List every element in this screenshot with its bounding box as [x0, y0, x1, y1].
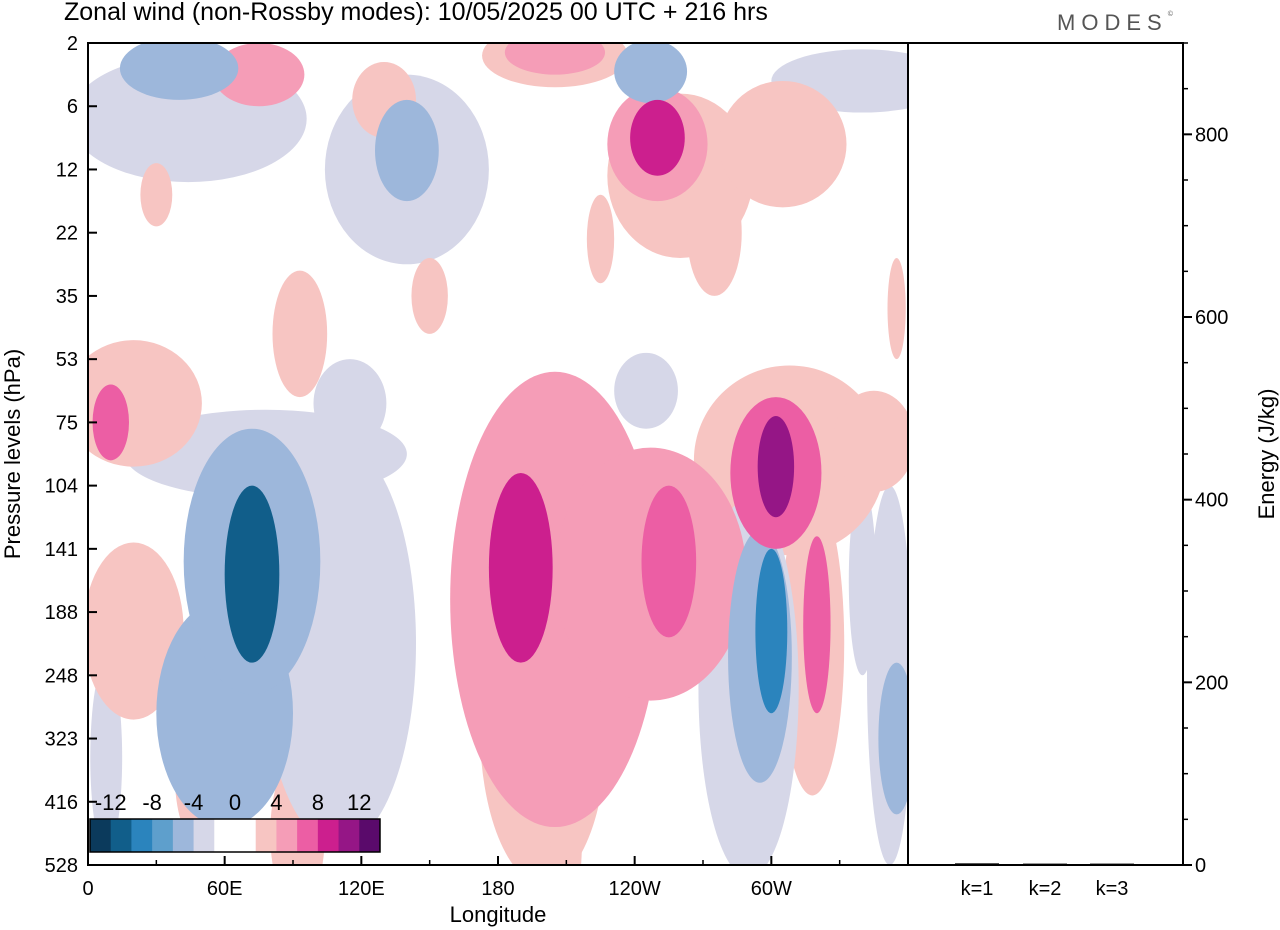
colorbar-swatch [297, 819, 319, 852]
westerly-anomaly [88, 542, 184, 720]
colorbar-swatch [110, 819, 132, 852]
y-tick-label: 2 [67, 33, 78, 55]
colorbar-swatch [214, 819, 236, 852]
y-tick-label: 248 [45, 665, 78, 687]
colorbar: -12 -8 -4 0 4 8 12 [89, 790, 381, 853]
x-axis-label: Longitude [450, 902, 547, 927]
y-tick-label: 35 [56, 286, 78, 308]
x-tick-label: 180 [481, 878, 514, 900]
x-tick-label: 60W [751, 878, 792, 900]
westerly-anomaly [887, 257, 906, 360]
energy-category-label: k=1 [961, 878, 994, 900]
easterly-anomaly [848, 485, 877, 676]
westerly-anomaly [272, 270, 328, 398]
westerly-anomaly [213, 43, 305, 107]
energy-bar-chart: 0 200 400 600 800 k=1 k=2 k=3 [955, 42, 1228, 900]
energy-tick-label: 800 [1195, 124, 1228, 146]
x-tick-label: 0 [82, 878, 93, 900]
colorbar-swatch [338, 819, 360, 852]
easterly-anomaly [119, 43, 239, 100]
colorbar-swatch [255, 819, 277, 852]
westerly-anomaly [88, 340, 202, 467]
colorbar-frame [89, 818, 381, 853]
y-axis-label: Pressure levels (hPa) [0, 349, 25, 559]
easterly-anomaly [224, 485, 280, 663]
easterly-anomaly [614, 43, 688, 104]
zonal-wind-heatmap [88, 43, 908, 865]
colorbar-tick-label: -8 [142, 790, 162, 815]
colorbar-swatch [152, 819, 174, 852]
x-tick-label: 120W [609, 878, 661, 900]
plot-frame [87, 42, 1184, 866]
colorbar-tick-label: -4 [184, 790, 204, 815]
colorbar-swatch [276, 819, 298, 852]
y-tick-label: 22 [56, 223, 78, 245]
westerly-anomaly [411, 257, 448, 334]
chart-title: Zonal wind (non-Rossby modes): 10/05/202… [64, 0, 768, 26]
energy-tick-label: 400 [1195, 490, 1228, 512]
easterly-anomaly [878, 662, 908, 815]
colorbar-tick-label: -12 [95, 790, 127, 815]
y-tick-label: 6 [67, 96, 78, 118]
westerly-anomaly [630, 99, 685, 176]
y-tick-label: 104 [45, 476, 78, 498]
easterly-anomaly [375, 99, 439, 202]
energy-category-label: k=3 [1096, 878, 1129, 900]
energy-tick-label: 0 [1195, 855, 1206, 877]
brand-mark: © [1167, 11, 1173, 18]
westerly-anomaly [718, 80, 847, 208]
westerly-anomaly [641, 485, 697, 638]
westerly-anomaly [504, 43, 606, 75]
x-tick-label: 60E [207, 878, 243, 900]
easterly-anomaly [755, 548, 788, 714]
easterly-anomaly [313, 359, 387, 448]
westerly-anomaly [757, 416, 795, 518]
energy-axis-label: Energy (J/kg) [1254, 389, 1279, 520]
colorbar-tick-label: 8 [312, 790, 324, 815]
colorbar-tick-label: 4 [270, 790, 282, 815]
y-tick-label: 323 [45, 729, 78, 751]
heatmap-axes: 0 60E 120E 180 120W 60W 2 6 12 22 35 53 75 104 141 188 2… [45, 33, 841, 900]
colorbar-swatch [317, 819, 340, 852]
westerly-anomaly [586, 194, 615, 284]
colorbar-tick-label: 0 [229, 790, 241, 815]
y-tick-label: 141 [45, 539, 78, 561]
colorbar-swatch [359, 819, 381, 852]
colorbar-swatch [193, 819, 215, 852]
energy-tick-label: 200 [1195, 672, 1228, 694]
y-tick-label: 188 [45, 602, 78, 624]
y-tick-label: 416 [45, 792, 78, 814]
westerly-anomaly [488, 472, 553, 663]
brand-text: MODES [1057, 10, 1168, 35]
westerly-anomaly [92, 384, 129, 461]
colorbar-tick-label: 12 [347, 790, 371, 815]
colorbar-swatch [90, 819, 112, 852]
y-tick-label: 528 [45, 855, 78, 877]
colorbar-swatch [235, 819, 257, 852]
y-tick-label: 75 [56, 412, 78, 434]
westerly-anomaly [832, 390, 908, 492]
colorbar-swatch [131, 819, 153, 852]
y-tick-label: 12 [56, 159, 78, 181]
modes-logo: MODES© [1057, 10, 1173, 36]
x-tick-label: 120E [338, 878, 385, 900]
colorbar-swatch [172, 819, 195, 852]
westerly-anomaly [803, 536, 831, 714]
westerly-anomaly [140, 163, 173, 227]
y-tick-label: 53 [56, 349, 78, 371]
easterly-anomaly [614, 352, 678, 429]
energy-category-label: k=2 [1029, 878, 1062, 900]
westerly-anomaly [687, 169, 742, 296]
energy-tick-label: 600 [1195, 307, 1228, 329]
